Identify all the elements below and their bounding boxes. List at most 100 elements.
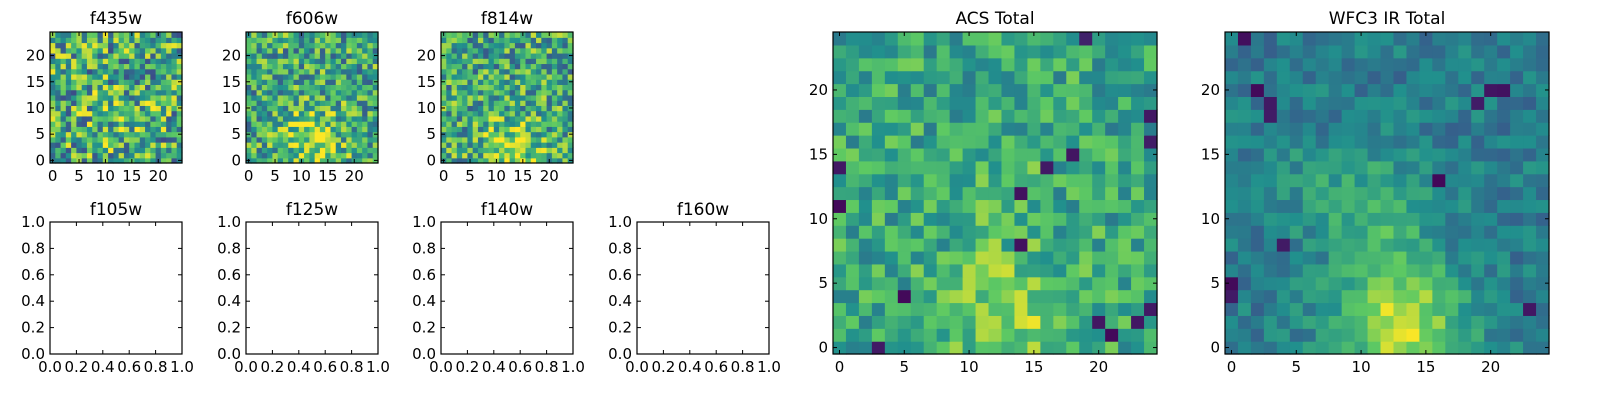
heatmap-cell [367,152,374,159]
heatmap-cell [372,115,379,122]
heatmap-cell [884,276,899,291]
heatmap-cell [155,110,162,117]
heatmap-cell [1289,289,1304,304]
heatmap-cell [97,42,104,49]
heatmap-cell [1144,199,1158,213]
heatmap-cell [536,136,542,143]
heatmap-cell [509,100,516,106]
heatmap-cell [1289,122,1304,136]
heatmap-cell [1289,57,1304,72]
heatmap-cell [975,83,990,97]
heatmap-cell [1053,341,1067,355]
heatmap-cell [108,47,114,54]
heatmap-cell [1523,341,1537,355]
heatmap-cell [493,121,500,127]
heatmap-cell [150,105,157,112]
heatmap-cell [1458,147,1472,162]
heatmap-cell [871,328,886,342]
heatmap-cell [467,115,474,122]
heatmap-cell [472,100,479,106]
heatmap-cell [118,105,125,112]
heatmap-cell [76,73,83,80]
heatmap-cell [499,142,505,148]
heatmap-cell [1131,212,1145,226]
heatmap-cell [356,131,363,138]
heatmap-cell [962,57,977,72]
heatmap-cell [871,225,886,239]
heatmap-cell [472,68,479,75]
heatmap-cell [65,79,72,85]
heatmap-cell [1367,276,1382,291]
heatmap-cell [897,328,912,342]
heatmap-cell [123,121,130,127]
heatmap-cell [251,105,258,112]
heatmap-cell [1079,160,1093,175]
heatmap-cell [1302,109,1317,123]
heatmap-cell [1315,238,1330,252]
heatmap-cell [351,58,358,65]
axes-frame [49,31,183,164]
heatmap-cell [1380,160,1395,175]
heatmap-cell [514,110,521,117]
heatmap-cell [176,136,183,143]
heatmap-cell [525,157,532,164]
heatmap-cell [118,147,125,154]
heatmap-cell [1289,199,1304,213]
heatmap-cell [335,94,342,101]
heatmap-cell [520,52,527,59]
x-tick-label: 0.2 [455,358,479,376]
heatmap-cell [65,73,72,80]
heatmap-cell [1484,122,1498,136]
heatmap-cell [1079,44,1093,59]
heatmap-cell [1079,341,1093,355]
heatmap-cell [65,37,72,44]
heatmap-cell [483,37,490,44]
heatmap-cell [155,73,162,80]
heatmap-cell [446,68,453,75]
x-tick-label: 0.8 [144,358,168,376]
heatmap-cell [1432,135,1446,149]
heatmap-cell [1250,147,1265,162]
heatmap-cell [562,100,569,106]
heatmap-cell [341,157,347,164]
heatmap-cell [446,121,453,127]
heatmap-cell [314,121,321,127]
heatmap-cell [845,225,860,239]
heatmap-cell [949,122,964,136]
heatmap-cell [176,68,183,75]
heatmap-cell [272,152,279,159]
heatmap-cell [975,341,990,355]
heatmap-cell [1144,315,1158,329]
heatmap-cell [1536,263,1550,278]
heatmap-cell [536,58,542,65]
heatmap-cell [1040,122,1054,136]
heatmap-cell [139,58,146,65]
heatmap-cell [1354,328,1369,342]
heatmap-cell [897,238,912,252]
heatmap-cell [546,68,553,75]
heatmap-cell [483,84,490,91]
heatmap-cell [1354,109,1369,123]
heatmap-cell [372,94,379,101]
heatmap-cell [1302,32,1317,46]
heatmap-cell [150,79,157,85]
heatmap-cell [1066,57,1080,72]
heatmap-cell [118,110,125,117]
heatmap-cell [472,126,479,133]
heatmap-cell [134,131,141,138]
heatmap-cell [1406,83,1420,97]
heatmap-cell [102,47,109,54]
heatmap-cell [288,42,295,49]
heatmap-cell [314,32,321,38]
heatmap-cell [1354,44,1369,59]
heatmap-cell [509,142,516,148]
heatmap-cell [367,131,374,138]
heatmap-cell [1419,96,1433,110]
heatmap-cell [367,47,374,54]
heatmap-cell [833,315,847,329]
heatmap-cell [1053,109,1067,123]
heatmap-cell [1040,250,1054,265]
heatmap-cell [351,121,358,127]
heatmap-cell [472,147,479,154]
heatmap-cell [451,52,458,59]
